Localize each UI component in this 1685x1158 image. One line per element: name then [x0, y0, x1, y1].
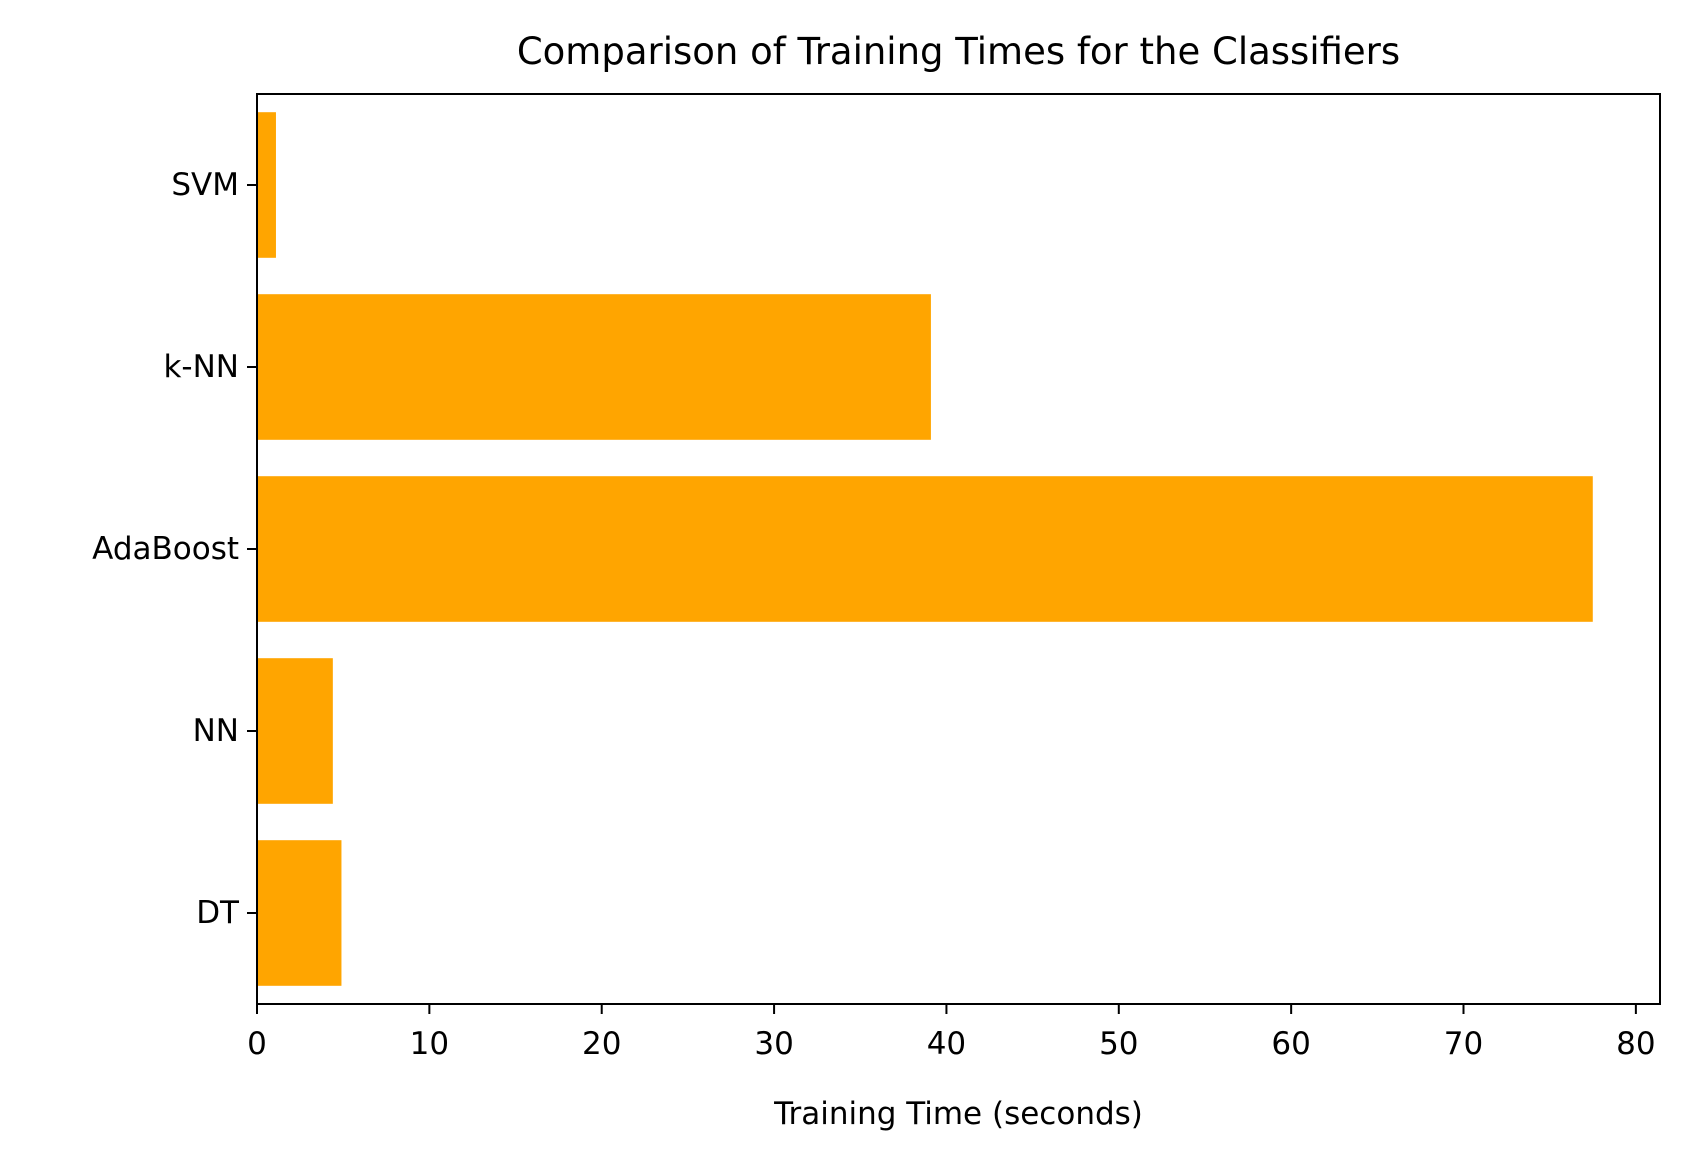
bar-adaboost	[257, 476, 1593, 622]
x-tick-label: 70	[1444, 1026, 1483, 1062]
plot-frame	[256, 93, 1661, 1005]
x-tick-label: 30	[754, 1026, 793, 1062]
y-tick-label: NN	[193, 713, 239, 749]
x-axis-label: Training Time (seconds)	[773, 1096, 1143, 1132]
y-tick-label: AdaBoost	[92, 531, 239, 567]
y-tick-label: SVM	[171, 167, 239, 203]
bar-dt	[257, 840, 342, 986]
bar-svm	[257, 112, 276, 258]
x-tick-label: 10	[410, 1026, 449, 1062]
y-axis: DT NN AdaBoost k-NN SVM	[92, 167, 257, 931]
x-tick-label: 0	[247, 1026, 267, 1062]
chart-title: Comparison of Training Times for the Cla…	[517, 30, 1400, 73]
bar-nn	[257, 658, 333, 804]
y-tick-label: DT	[196, 895, 240, 931]
bar-k-nn	[257, 294, 931, 440]
x-tick-label: 50	[1099, 1026, 1138, 1062]
x-tick-label: 60	[1271, 1026, 1310, 1062]
x-axis: 0 10 20 30 40 50 60 70 80	[247, 1004, 1656, 1062]
x-tick-label: 40	[927, 1026, 966, 1062]
x-tick-label: 80	[1616, 1026, 1655, 1062]
bars-group	[257, 112, 1593, 986]
y-tick-label: k-NN	[163, 349, 239, 385]
x-tick-label: 20	[582, 1026, 621, 1062]
